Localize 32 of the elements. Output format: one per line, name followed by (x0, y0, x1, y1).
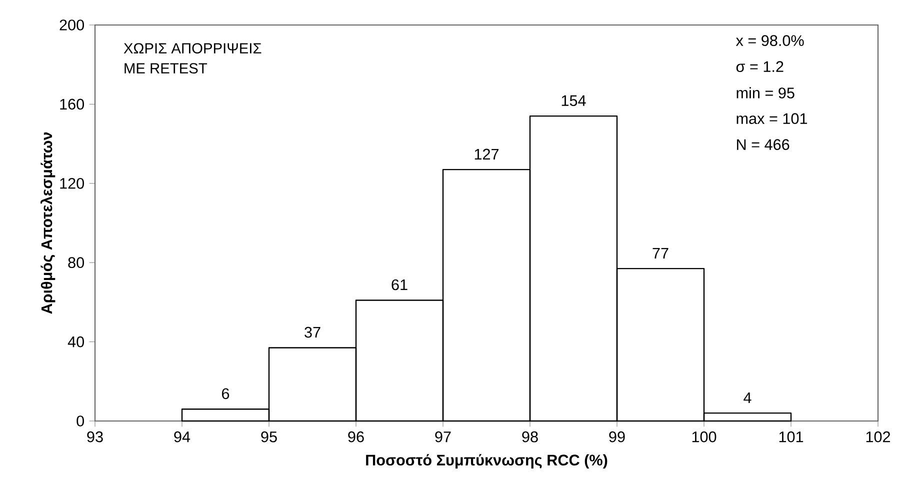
x-tick-label: 98 (522, 431, 538, 442)
x-tick-label: 101 (779, 431, 804, 442)
x-tick-label: 95 (261, 431, 277, 442)
annotation: min = 95 (736, 87, 794, 98)
data-label: 77 (652, 248, 668, 258)
x-tick-label: 99 (609, 431, 625, 442)
y-tick-label: 80 (68, 257, 84, 268)
annotation: x = 98.0% (736, 35, 804, 46)
x-axis-title: Ποσοστό Συμπύκνωσης RCC (%) (366, 454, 608, 469)
y-tick-label: 40 (68, 336, 84, 348)
x-tick-label: 102 (866, 431, 890, 442)
data-label: 37 (304, 326, 320, 338)
y-tick-label: 200 (60, 20, 84, 30)
annotation: max = 101 (736, 113, 808, 124)
x-tick-label: 94 (174, 431, 190, 442)
data-label: 6 (222, 388, 230, 400)
x-tick-label: 93 (87, 431, 103, 442)
data-label: 127 (474, 148, 499, 160)
annotation: ΜΕ RETEST (124, 63, 208, 74)
x-tick-label: 96 (348, 431, 364, 442)
annotation: σ = 1.2 (736, 61, 784, 72)
data-label: 4 (744, 392, 752, 404)
annotation: ΧΩΡΙΣ ΑΠΟΡΡΙΨΕΙΣ (124, 43, 262, 54)
y-tick-label: 120 (60, 178, 84, 189)
annotation: N = 466 (737, 139, 790, 150)
y-axis-title: Αριθμός Αποτελεσμάτων (40, 132, 56, 314)
x-tick-label: 97 (435, 431, 451, 442)
data-label: 154 (562, 95, 586, 106)
y-tick-label: 160 (60, 98, 84, 110)
y-tick-label: 0 (76, 416, 84, 426)
data-label: 61 (392, 279, 408, 290)
x-tick-label: 100 (692, 431, 716, 442)
